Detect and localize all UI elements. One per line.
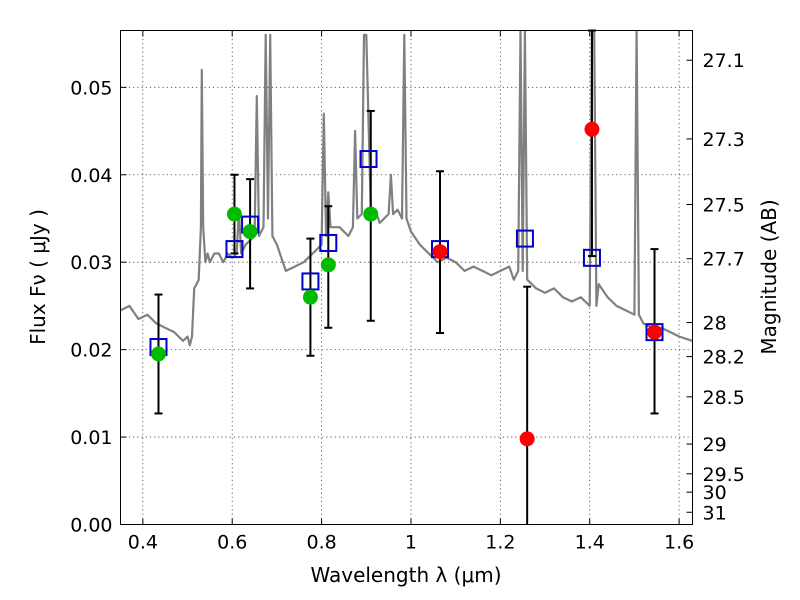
x-axis-label: Wavelength λ (μm) [310, 563, 501, 587]
detection-point [150, 346, 166, 362]
right-tick-label: 31 [703, 502, 727, 524]
y-tick-label: 0.02 [70, 340, 112, 362]
detection-point [363, 206, 379, 222]
y-axis-right-label: Magnitude (AB) [757, 199, 781, 354]
right-tick-label: 28 [703, 313, 727, 335]
right-tick-label: 27.3 [703, 129, 745, 151]
low-significance-point [519, 431, 535, 447]
right-tick-label: 30 [703, 482, 727, 504]
right-tick-label: 29 [703, 434, 727, 456]
y-tick-label: 0.01 [70, 427, 112, 449]
detection-point [226, 206, 242, 222]
detection-point [320, 257, 336, 273]
low-significance-point [584, 121, 600, 137]
detection-point [242, 224, 258, 240]
marker-layer [149, 121, 664, 447]
errorbar-layer [154, 29, 659, 525]
y-tick-label: 0.04 [70, 165, 112, 187]
axis-ticks: 0.4 0.6 0.8 1 1.2 1.4 1.6 0.00 0.01 0.02 0.03 0.04 0… [70, 30, 745, 554]
model-photometry-square [515, 229, 534, 248]
right-tick-label: 27.7 [703, 249, 745, 271]
x-tick-label: 0.4 [128, 532, 158, 554]
x-tick-label: 1.6 [664, 532, 694, 554]
right-tick-label: 27.1 [703, 50, 745, 72]
model-photometry-square [645, 323, 664, 342]
right-tick-label: 28.2 [703, 347, 745, 369]
model-photometry-square [225, 240, 244, 259]
plot-frame [120, 30, 693, 525]
grid-lines [120, 30, 693, 525]
model-sed-line [120, 30, 693, 347]
x-tick-label: 0.6 [217, 532, 247, 554]
right-tick-label: 27.5 [703, 194, 745, 216]
y-axis-label: Flux Fν ( μJy ) [26, 209, 50, 345]
y-tick-label: 0.03 [70, 252, 112, 274]
low-significance-point [647, 324, 663, 340]
model-photometry-square [319, 233, 338, 252]
y-tick-label: 0.00 [70, 515, 112, 537]
x-tick-label: 1.4 [575, 532, 605, 554]
detection-point [302, 289, 318, 305]
model-photometry-square [301, 272, 320, 291]
x-tick-label: 1.2 [485, 532, 515, 554]
right-tick-label: 28.5 [703, 387, 745, 409]
x-tick-label: 1 [405, 532, 417, 554]
right-tick-label: 29.5 [703, 464, 745, 486]
y-tick-label: 0.05 [70, 77, 112, 99]
x-tick-label: 0.8 [306, 532, 336, 554]
model-photometry-square [582, 248, 601, 267]
model-sed-layer [120, 30, 693, 347]
model-photometry-square [359, 150, 378, 169]
low-significance-point [432, 244, 448, 260]
